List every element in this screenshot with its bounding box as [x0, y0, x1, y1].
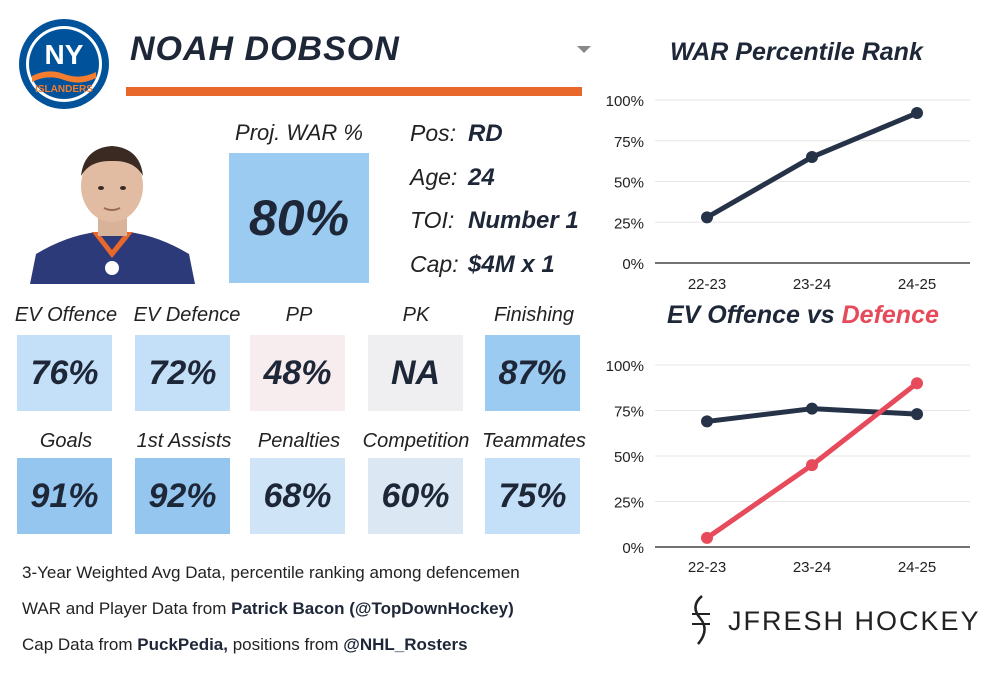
stat-finishing: 87% [485, 335, 580, 411]
age-value: 24 [468, 164, 495, 191]
pos-value: RD [468, 120, 503, 147]
note-methodology: 3-Year Weighted Avg Data, percentile ran… [22, 563, 520, 582]
note-cap-source-name: PuckPedia, [137, 635, 228, 654]
toi-value: Number 1 [468, 207, 579, 234]
chart2-data-point [911, 408, 923, 421]
age-label: Age: [410, 164, 458, 190]
chart1-ytick-label: 0% [622, 256, 644, 273]
team-logo: NY ISLANDERS [19, 19, 109, 109]
chart2-ytick-label: 50% [614, 449, 644, 466]
chart2-title-defence: Defence [841, 301, 939, 329]
chart1-data-point [911, 107, 923, 120]
stat-label: PK [402, 304, 430, 326]
chart2-ytick-label: 25% [614, 495, 644, 512]
cap-value: $4M x 1 [468, 251, 555, 278]
war-label: Proj. WAR % [235, 120, 363, 145]
chart1-data-point [806, 151, 818, 164]
stat-label: Teammates [482, 430, 586, 452]
chart1-ytick-label: 100% [606, 93, 644, 110]
chart2-data-point [911, 377, 923, 390]
player-photo [26, 128, 199, 284]
chart1-xtick-label: 24-25 [898, 276, 936, 293]
title-underline [126, 87, 582, 96]
chart1-ytick-label: 75% [614, 134, 644, 151]
cap-label: Cap: [410, 251, 459, 277]
chart1-data-point [701, 211, 713, 224]
brand-logo-icon [692, 595, 710, 645]
stat-label: EV Offence [14, 304, 118, 326]
chart2-ytick-label: 75% [614, 404, 644, 421]
stat-label: 1st Assists [136, 430, 232, 452]
logo-text-top: NY [45, 39, 84, 70]
stat-pp: 48% [250, 335, 345, 411]
player-name: NOAH DOBSON [130, 30, 400, 68]
chart2-ytick-label: 100% [606, 358, 644, 375]
toi-label: TOI: [410, 207, 455, 233]
stat-label: Penalties [257, 430, 341, 452]
stat-ev-offence: 76% [17, 335, 112, 411]
chart1-ytick-label: 25% [614, 215, 644, 232]
chart2-xtick-label: 24-25 [898, 559, 936, 576]
logo-text-bottom: ISLANDERS [35, 84, 93, 95]
chart2-data-point [806, 402, 818, 415]
stat-first-assists: 92% [135, 458, 230, 534]
chart2-data-point [701, 415, 713, 428]
stat-label: EV Defence [133, 304, 241, 326]
stat-ev-defence: 72% [135, 335, 230, 411]
dropdown-caret-icon[interactable] [577, 46, 591, 53]
note-cap-prefix: Cap Data from [22, 635, 138, 654]
chart1-xtick-label: 23-24 [793, 276, 831, 293]
chart2-data-point [806, 459, 818, 472]
note-war-source-prefix: WAR and Player Data from [22, 599, 232, 618]
chart2-xtick-label: 22-23 [688, 559, 726, 576]
chart2-title: EV Offence vs Defence [667, 301, 939, 330]
stat-pk: NA [368, 335, 463, 411]
chart1-title: WAR Percentile Rank [670, 38, 923, 66]
stat-label: Goals [39, 430, 93, 452]
chart2-data-point [701, 531, 713, 544]
note-pos-source-name: @NHL_Rosters [343, 635, 468, 654]
stat-label: Finishing [493, 304, 575, 326]
brand-name: JFRESH HOCKEY [728, 606, 981, 636]
stat-penalties: 68% [250, 458, 345, 534]
war-value: 80% [229, 153, 369, 283]
chart2-ytick-label: 0% [622, 540, 644, 557]
note-pos-prefix: positions from [227, 635, 344, 654]
chart1-xtick-label: 22-23 [688, 276, 726, 293]
stat-goals: 91% [17, 458, 112, 534]
pos-label: Pos: [410, 120, 457, 146]
stat-teammates: 75% [485, 458, 580, 534]
chart2-title-offence: EV Offence vs [667, 301, 842, 329]
stat-competition: 60% [368, 458, 463, 534]
note-war-source-name: Patrick Bacon (@TopDownHockey) [231, 599, 514, 618]
note-cap-source: Cap Data from PuckPedia, positions from … [22, 635, 468, 655]
chart2-xtick-label: 23-24 [793, 559, 831, 576]
stat-label: Competition [362, 430, 470, 452]
chart1-ytick-label: 50% [614, 175, 644, 192]
chart1-series-line-0 [704, 110, 920, 220]
stat-label: PP [285, 304, 313, 326]
note-war-source: WAR and Player Data from Patrick Bacon (… [22, 599, 514, 619]
